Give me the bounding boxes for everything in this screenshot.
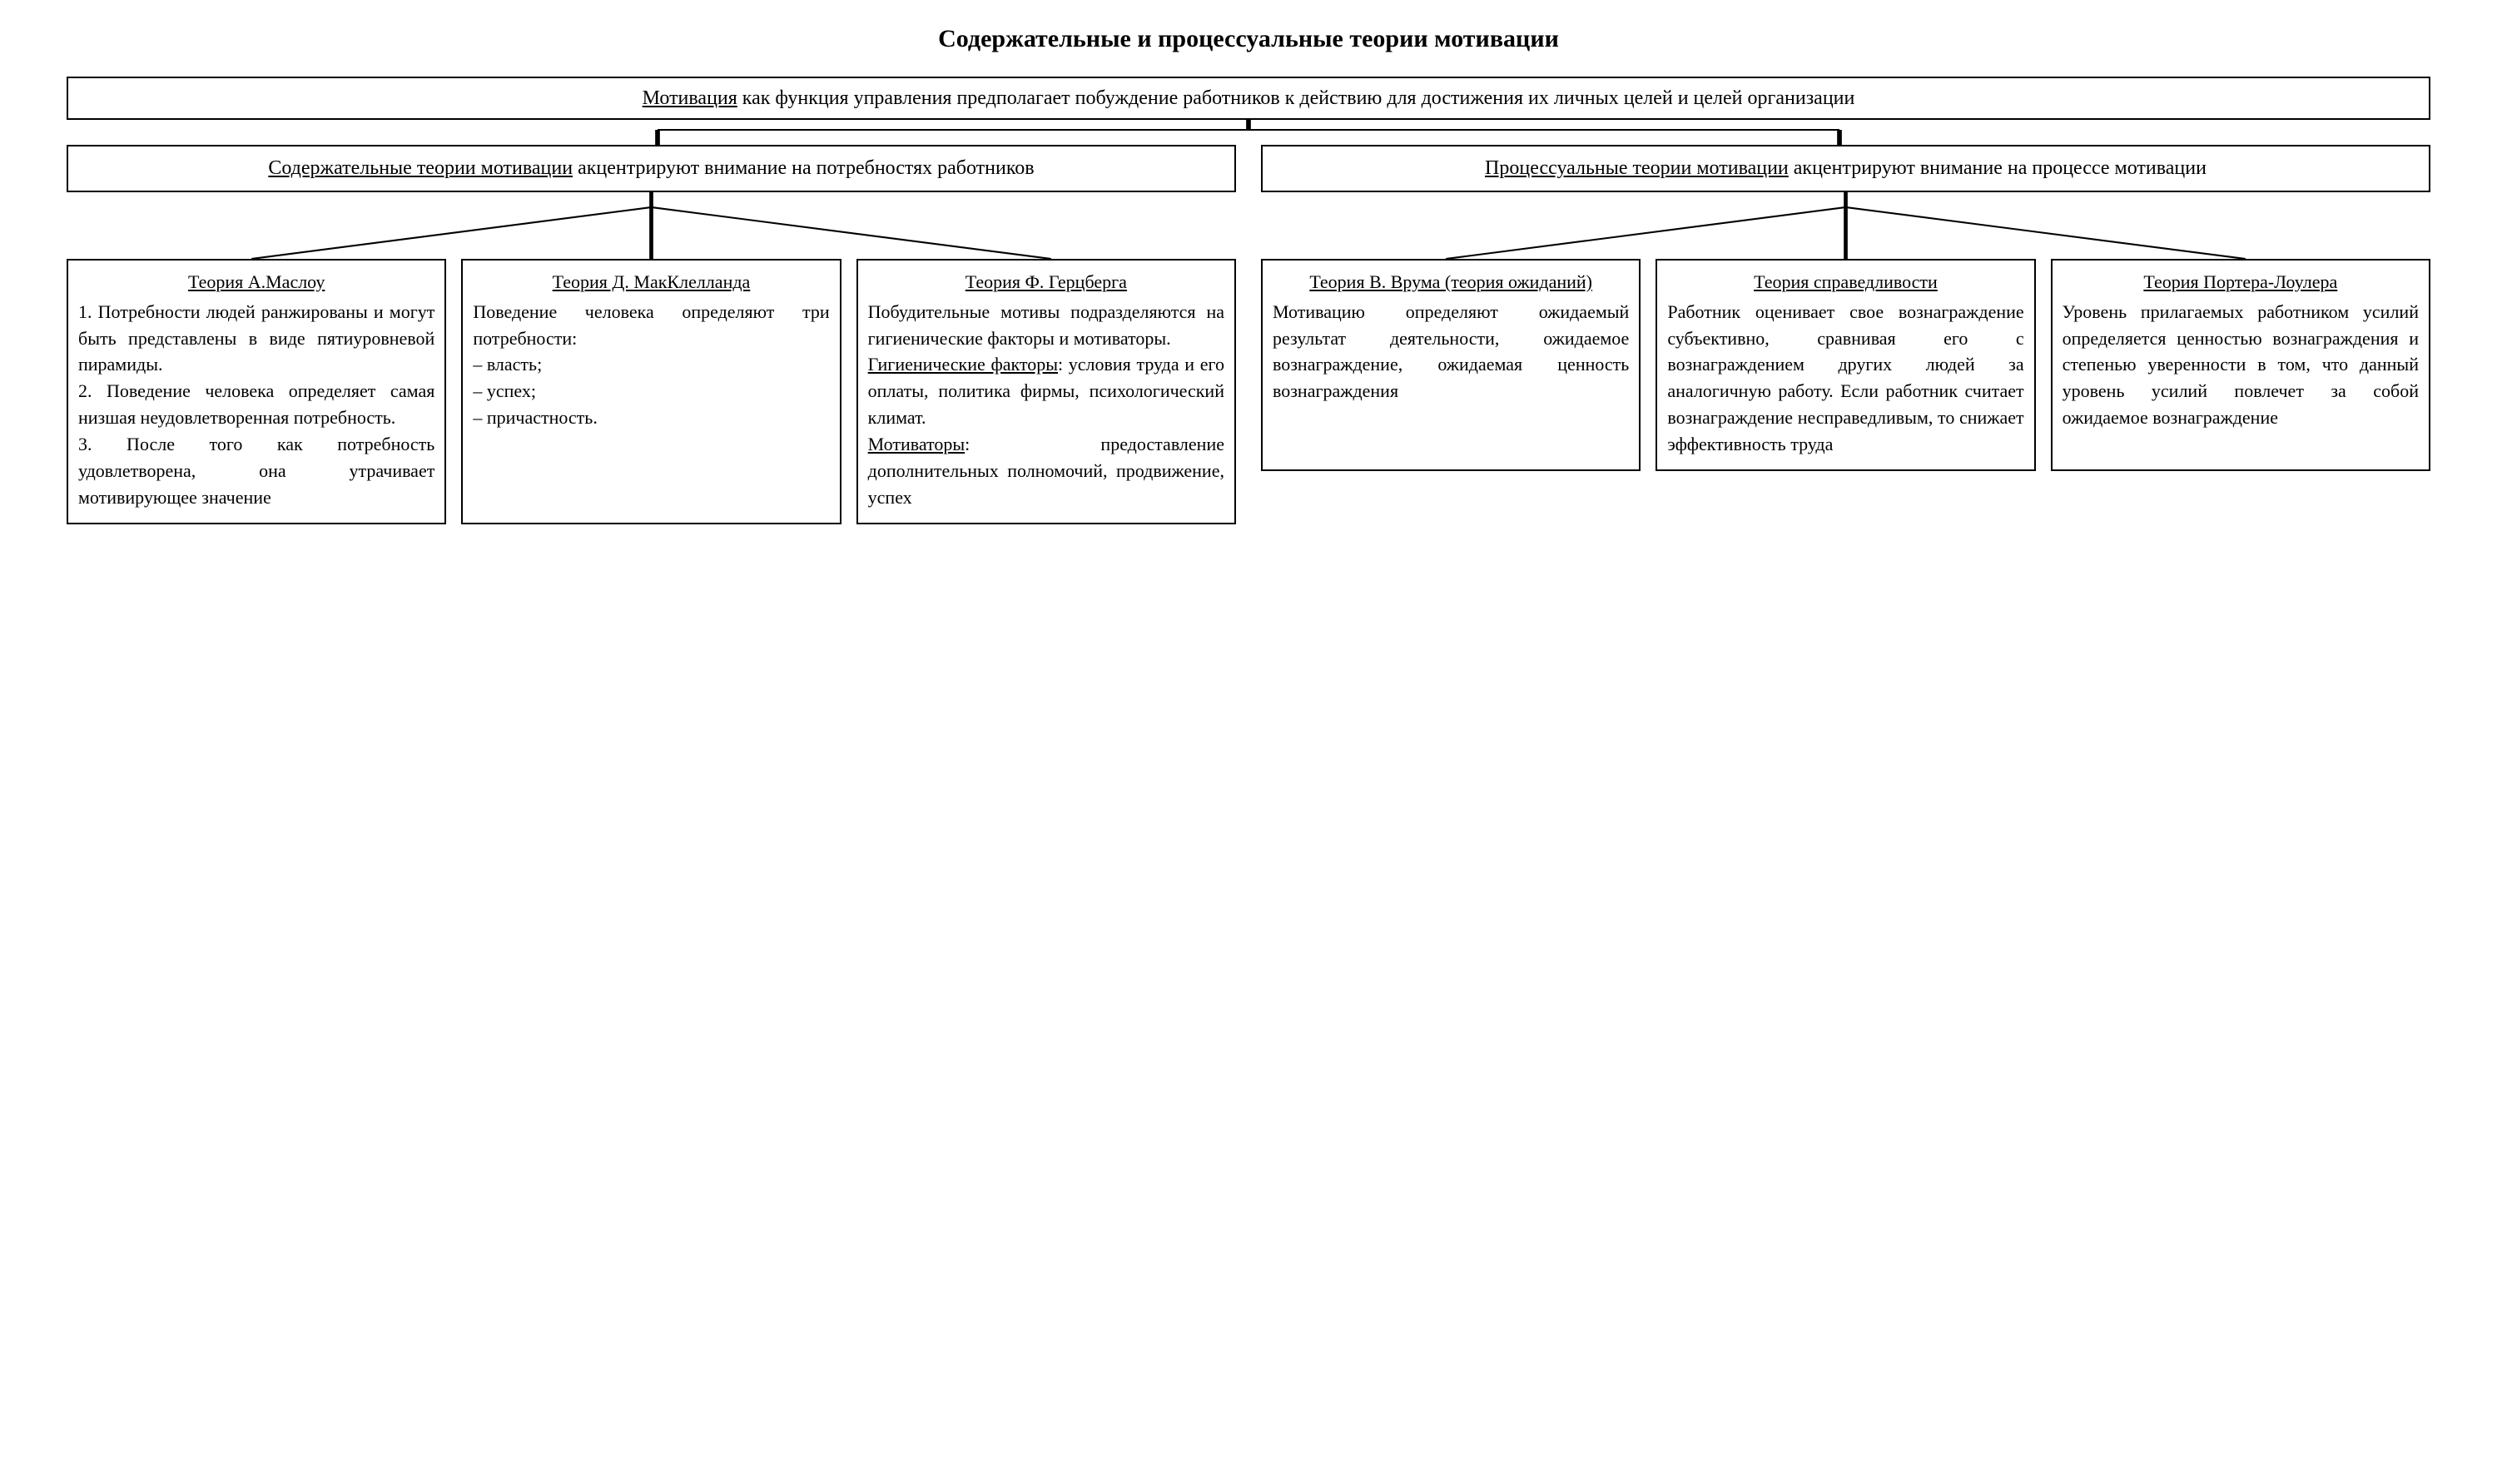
theory-text-line: Поведение человека определяют три потреб… (473, 299, 829, 352)
branch-header: Содержательные теории мотивации акцентри… (67, 145, 1236, 191)
theory-text-line: 3. После того как потребность удовлетвор… (78, 431, 434, 511)
branch-header: Процессуальные теории мотивации акцентри… (1261, 145, 2430, 191)
theory-text-line: 1. Потребности людей ранжированы и могут… (78, 299, 434, 379)
branch-header-text: акцентрируют внимание на процессе мотива… (1789, 157, 2207, 179)
underlined-term: Гигиенические факторы (868, 354, 1058, 375)
theory-text-line: Уровень прилагаемых работником усилий оп… (2063, 299, 2419, 431)
text-span: Мотивацию определяют ожидаемый результат… (1273, 301, 1629, 402)
text-span: 2. Поведение человека определяет самая н… (78, 380, 434, 428)
theory-box: Теория А.Маслоу 1. Потребности людей ранж… (67, 259, 446, 524)
branch-header-term: Процессуальные теории мотивации (1485, 157, 1789, 179)
theory-text-line: Мотиваторы: предоставление дополнительны… (868, 431, 1224, 511)
branches-row: Содержательные теории мотивации акцентри… (67, 145, 2430, 524)
theory-box: Теория В. Врума (теория ожиданий) Мотивац… (1261, 259, 1641, 471)
leaf-row: Теория В. Врума (теория ожиданий) Мотивац… (1261, 259, 2430, 471)
root-to-branches-connector (67, 120, 2430, 145)
text-span: – власть; (473, 354, 542, 375)
root-definition-box: Мотивация как функция управления предпол… (67, 77, 2430, 120)
theory-text-line: Побудительные мотивы подразделяются на г… (868, 299, 1224, 352)
theory-text-line: – успех; (473, 378, 829, 405)
underlined-term: Мотиваторы (868, 434, 966, 454)
theory-title: Теория Ф. Герцберга (868, 269, 1224, 295)
text-span: Работник оценивает свое вознаграждение с… (1667, 301, 2023, 454)
branch-header-term: Содержательные теории мотивации (268, 157, 573, 179)
theory-title: Теория Портера-Лоулера (2063, 269, 2419, 295)
branch-fan-connector (1261, 192, 2430, 259)
process-theories-branch: Процессуальные теории мотивации акцентри… (1261, 145, 2430, 524)
leaf-row: Теория А.Маслоу 1. Потребности людей ранж… (67, 259, 1236, 524)
theory-box: Теория Д. МакКлелланда Поведение человека… (461, 259, 841, 524)
theory-text-line: Работник оценивает свое вознаграждение с… (1667, 299, 2023, 458)
theory-box: Теория Ф. Герцберга Побудительные мотивы … (856, 259, 1236, 524)
theory-text-line: – власть; (473, 351, 829, 378)
text-span: – успех; (473, 380, 536, 401)
theory-box: Теория Портера-Лоулера Уровень прилагаемы… (2051, 259, 2430, 471)
theory-text-line: Мотивацию определяют ожидаемый результат… (1273, 299, 1629, 405)
text-span: 3. После того как потребность удовлетвор… (78, 434, 434, 508)
theory-title: Теория В. Врума (теория ожиданий) (1273, 269, 1629, 295)
root-text: как функция управления предполагает побу… (737, 87, 1855, 109)
theory-text-line: – причастность. (473, 405, 829, 431)
text-span: Уровень прилагаемых работником усилий оп… (2063, 301, 2419, 429)
content-theories-branch: Содержательные теории мотивации акцентри… (67, 145, 1236, 524)
theory-title: Теория Д. МакКлелланда (473, 269, 829, 295)
root-term: Мотивация (643, 87, 737, 109)
theory-title: Теория А.Маслоу (78, 269, 434, 295)
branch-header-text: акцентрируют внимание на потребностях ра… (573, 157, 1035, 179)
text-span: – причастность. (473, 407, 598, 428)
branch-fan-connector (67, 192, 1236, 259)
theory-title: Теория справедливости (1667, 269, 2023, 295)
text-span: Побудительные мотивы подразделяются на г… (868, 301, 1224, 349)
text-span: 1. Потребности людей ранжированы и могут… (78, 301, 434, 375)
page-title: Содержательные и процессуальные теории м… (50, 25, 2447, 53)
theory-text-line: 2. Поведение человека определяет самая н… (78, 378, 434, 431)
theory-box: Теория справедливости Работник оценивает … (1656, 259, 2035, 471)
text-span: Поведение человека определяют три потреб… (473, 301, 829, 349)
theory-text-line: Гигиенические факторы: условия труда и е… (868, 351, 1224, 431)
